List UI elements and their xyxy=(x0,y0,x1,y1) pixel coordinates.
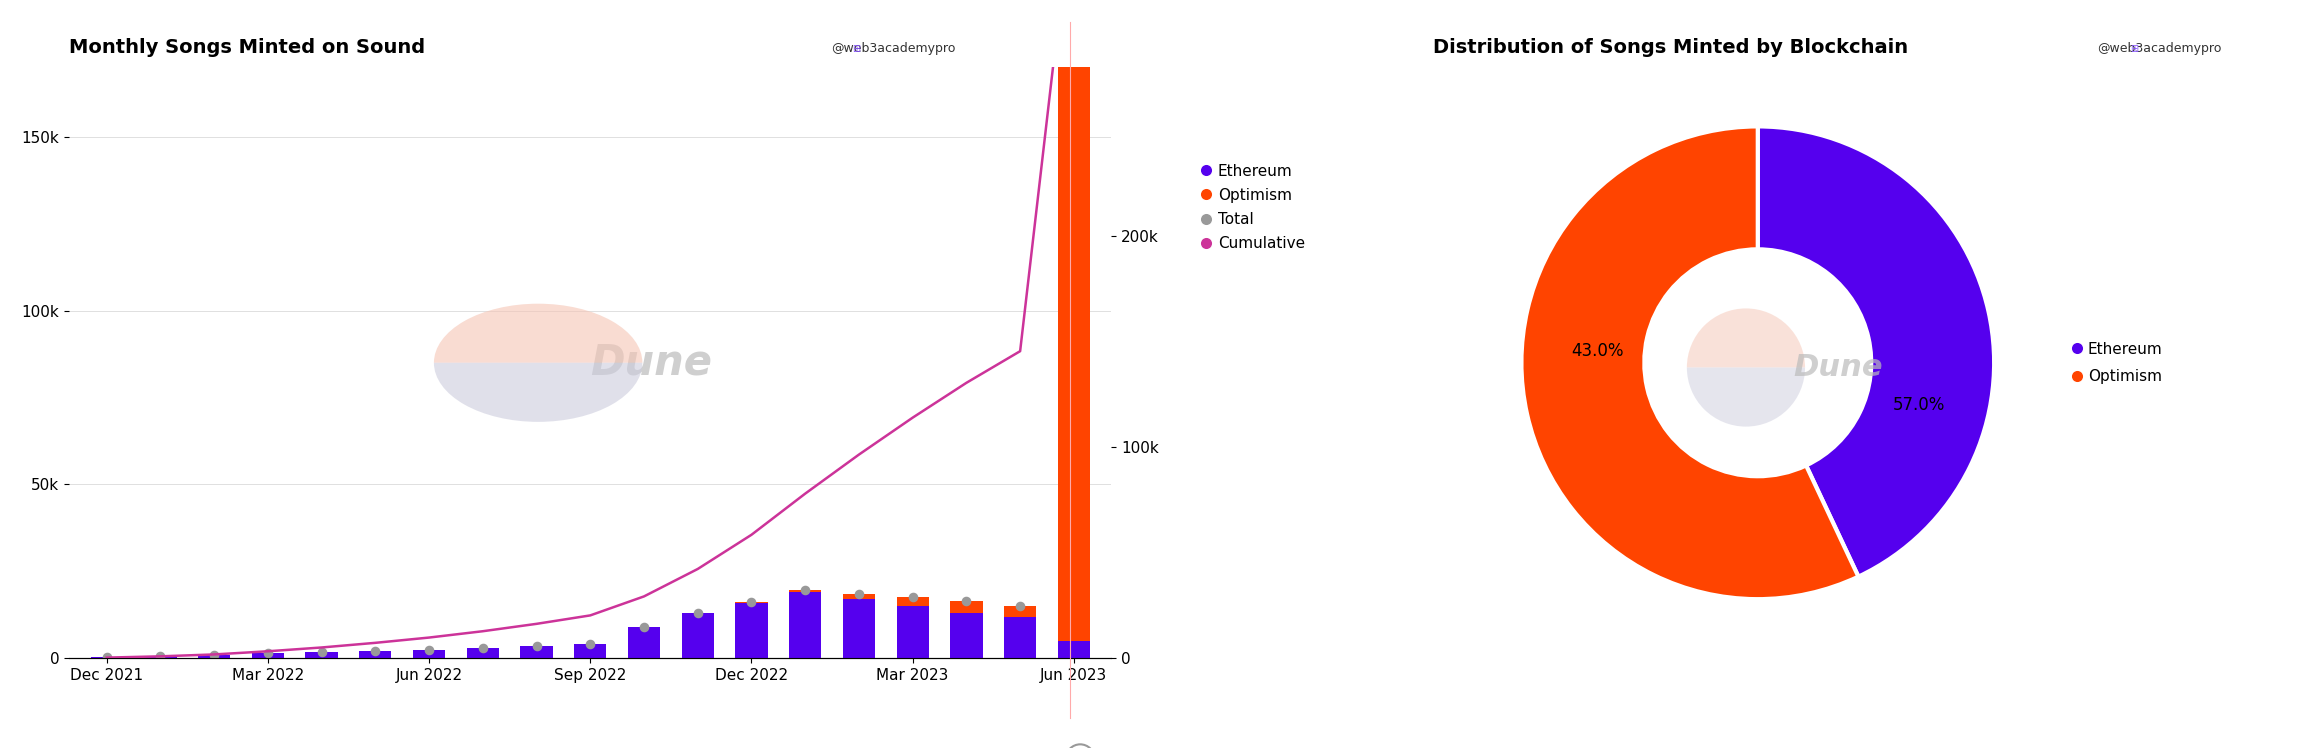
Text: Dune: Dune xyxy=(589,342,711,384)
Point xyxy=(840,588,877,600)
Bar xyxy=(628,627,661,658)
Point xyxy=(143,650,180,662)
Bar xyxy=(573,644,605,658)
Bar xyxy=(951,613,983,658)
Bar xyxy=(1004,616,1036,658)
Bar xyxy=(790,592,822,658)
Bar xyxy=(467,648,500,658)
Wedge shape xyxy=(1522,126,1858,599)
Wedge shape xyxy=(1687,308,1805,367)
Bar xyxy=(520,646,552,658)
Bar xyxy=(1057,641,1089,658)
Text: 57.0%: 57.0% xyxy=(1892,396,1945,414)
Text: @web3academypro: @web3academypro xyxy=(831,42,955,55)
Point xyxy=(626,621,663,633)
Point xyxy=(1001,600,1038,612)
Bar xyxy=(306,652,338,658)
Bar xyxy=(895,598,928,606)
Text: @web3academypro: @web3academypro xyxy=(2097,42,2221,55)
Text: Monthly Songs Minted on Sound: Monthly Songs Minted on Sound xyxy=(69,38,426,58)
Bar xyxy=(843,599,875,658)
Point xyxy=(571,638,608,650)
Point xyxy=(948,595,985,607)
Bar xyxy=(251,653,283,658)
Legend: Ethereum, Optimism, Total, Cumulative: Ethereum, Optimism, Total, Cumulative xyxy=(1202,164,1305,251)
Point xyxy=(196,649,233,661)
Wedge shape xyxy=(433,304,642,363)
Bar xyxy=(734,603,767,658)
Bar xyxy=(90,657,122,658)
Point xyxy=(249,647,285,659)
Bar xyxy=(895,606,928,658)
Wedge shape xyxy=(1687,367,1805,426)
Point xyxy=(357,645,394,657)
Wedge shape xyxy=(433,363,642,422)
Bar xyxy=(951,601,983,613)
Point xyxy=(732,596,769,608)
Point xyxy=(87,652,124,663)
Bar xyxy=(843,594,875,599)
Bar xyxy=(681,613,714,658)
Point xyxy=(679,607,716,619)
Bar xyxy=(1057,0,1089,641)
Bar xyxy=(412,649,444,658)
Bar xyxy=(1004,606,1036,616)
Bar xyxy=(198,655,230,658)
Wedge shape xyxy=(1759,126,1994,577)
Point xyxy=(410,643,447,655)
Text: ⊞: ⊞ xyxy=(2129,43,2139,54)
Text: Dune: Dune xyxy=(1793,353,1883,382)
Point xyxy=(893,592,930,604)
Bar xyxy=(790,590,822,592)
Legend: Ethereum, Optimism: Ethereum, Optimism xyxy=(2072,342,2162,384)
Bar xyxy=(145,656,177,658)
Text: Distribution of Songs Minted by Blockchain: Distribution of Songs Minted by Blockcha… xyxy=(1432,38,1908,58)
Text: ⊞: ⊞ xyxy=(852,43,861,54)
Point xyxy=(465,642,502,654)
Point xyxy=(787,584,824,596)
Point xyxy=(304,646,341,658)
Bar xyxy=(359,651,391,658)
Text: 43.0%: 43.0% xyxy=(1570,342,1623,360)
Point xyxy=(518,640,555,652)
